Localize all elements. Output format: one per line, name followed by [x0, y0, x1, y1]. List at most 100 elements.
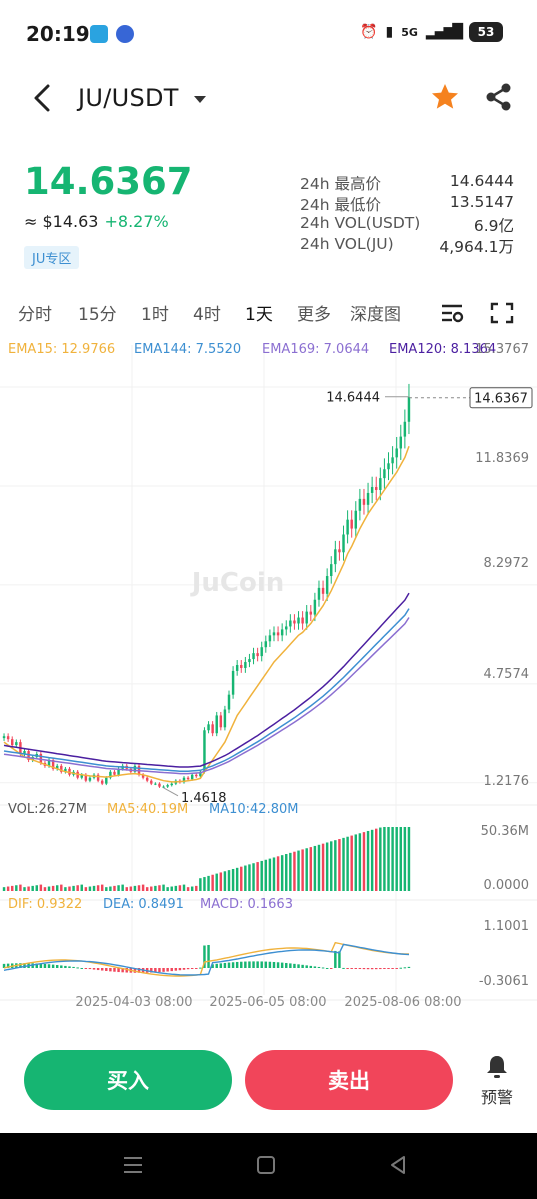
- volume-bar: [219, 872, 223, 891]
- macd-bar: [252, 961, 255, 968]
- macd-bar: [256, 961, 259, 968]
- macd-bar: [60, 965, 63, 968]
- candle-body: [84, 774, 88, 781]
- menu-icon[interactable]: [122, 1155, 144, 1175]
- volume-bar: [395, 827, 398, 891]
- macd-bar: [162, 968, 165, 972]
- price-axis-label: 15.3767: [475, 342, 529, 357]
- price-axis-label: 11.8369: [475, 451, 529, 466]
- volume-bar: [84, 887, 88, 891]
- macd-bar: [68, 966, 71, 968]
- candle-body: [60, 765, 63, 772]
- buy-button[interactable]: 买入: [24, 1050, 232, 1110]
- ticker-stats: 24h 最高价 14.6444 24h 最低价 13.5147 24h VOL(US…: [300, 172, 514, 256]
- volume-bar: [100, 884, 104, 891]
- candle-body: [391, 457, 394, 464]
- macd-bar: [43, 963, 47, 968]
- volume-bar: [354, 834, 358, 891]
- candle-body: [330, 564, 333, 577]
- tab-1h[interactable]: 1时: [141, 305, 169, 325]
- price-subline: ≈ $14.63 +8.27%: [24, 212, 169, 231]
- macd-bar: [321, 967, 325, 969]
- macd-axis-label: -0.3061: [479, 974, 529, 989]
- back-nav-icon[interactable]: [388, 1155, 408, 1175]
- macd-bar: [375, 968, 378, 970]
- volume-bar: [162, 884, 165, 891]
- tab-timeline[interactable]: 分时: [18, 305, 52, 325]
- macd-bar: [317, 966, 321, 968]
- indicator-settings-icon[interactable]: [440, 302, 464, 324]
- candle-body: [207, 724, 210, 731]
- volume-bar: [330, 841, 333, 891]
- macd-bar: [407, 966, 411, 968]
- candle-body: [285, 626, 288, 630]
- price-change: +8.27%: [104, 212, 169, 231]
- macd-bar: [195, 968, 198, 969]
- volume-bar: [297, 850, 300, 891]
- macd-bar: [260, 961, 263, 968]
- volume-bar: [55, 885, 59, 891]
- stat-value: 14.6444: [449, 172, 514, 190]
- candle-body: [407, 396, 411, 422]
- candle-body: [215, 715, 218, 734]
- share-icon[interactable]: [484, 82, 514, 112]
- stat-label: 24h 最低价: [300, 196, 381, 214]
- volume-legend-item: MA10:42.80M: [209, 802, 298, 817]
- pair-title[interactable]: JU/USDT: [78, 84, 179, 112]
- macd-bar: [137, 968, 141, 973]
- candle-body: [346, 519, 349, 535]
- back-icon[interactable]: [28, 80, 58, 116]
- volume-bar: [338, 839, 341, 891]
- candle-body: [186, 777, 190, 780]
- candle-body: [354, 510, 358, 529]
- tab-4h[interactable]: 4时: [193, 305, 221, 325]
- candle-body: [260, 647, 263, 657]
- x-axis-label: 2025-04-03 08:00: [75, 995, 192, 1010]
- candle-body: [166, 785, 169, 787]
- price-alert-button[interactable]: 预警: [472, 1054, 522, 1108]
- candle-body: [145, 777, 149, 781]
- sell-button[interactable]: 卖出: [245, 1050, 453, 1110]
- candle-body: [88, 777, 92, 781]
- stat-row: 24h VOL(JU) 4,964.1万: [300, 235, 514, 256]
- high-marker-label: 14.6444: [326, 391, 380, 406]
- pair-dropdown-icon[interactable]: [194, 96, 206, 103]
- volume-bar: [88, 886, 92, 891]
- candle-body: [248, 659, 251, 663]
- volume-bar: [252, 863, 255, 891]
- favorite-star-icon[interactable]: [430, 82, 460, 112]
- tab-1d[interactable]: 1天: [245, 305, 273, 325]
- candle-body: [272, 632, 276, 636]
- macd-bar: [289, 963, 292, 968]
- candle-body: [195, 774, 198, 777]
- volume-axis-label: 0.0000: [484, 878, 530, 893]
- candle-body: [219, 715, 223, 728]
- candle-body: [190, 774, 194, 780]
- volume-bar: [305, 848, 308, 891]
- candle-body: [39, 753, 43, 763]
- macd-bar: [158, 968, 161, 973]
- alarm-icon: ⏰: [360, 24, 378, 40]
- volume-bar: [285, 854, 288, 891]
- kline-chart[interactable]: JuCoin EMA15: 12.9766 EMA144: 7.5520 EMA169…: [0, 335, 537, 1025]
- macd-bar: [96, 968, 100, 971]
- macd-bar: [231, 962, 235, 968]
- tab-15m[interactable]: 15分: [78, 305, 117, 325]
- fullscreen-icon[interactable]: [490, 302, 514, 324]
- ju-zone-tag[interactable]: JU专区: [24, 246, 80, 269]
- macd-bar: [399, 967, 403, 969]
- candle-body: [387, 463, 390, 470]
- tab-more[interactable]: 更多: [297, 305, 331, 325]
- volume-bar: [195, 885, 198, 891]
- ema120-line: [3, 592, 410, 768]
- tab-depth[interactable]: 深度图: [350, 305, 401, 325]
- candle-body: [15, 742, 18, 746]
- home-icon[interactable]: [256, 1155, 276, 1175]
- macd-bar: [313, 966, 317, 968]
- low-marker-line: [163, 787, 179, 797]
- volume-bar: [350, 835, 353, 891]
- volume-bar: [31, 885, 34, 891]
- macd-bar: [55, 965, 59, 968]
- candle-body: [223, 709, 227, 728]
- macd-bar: [223, 962, 227, 968]
